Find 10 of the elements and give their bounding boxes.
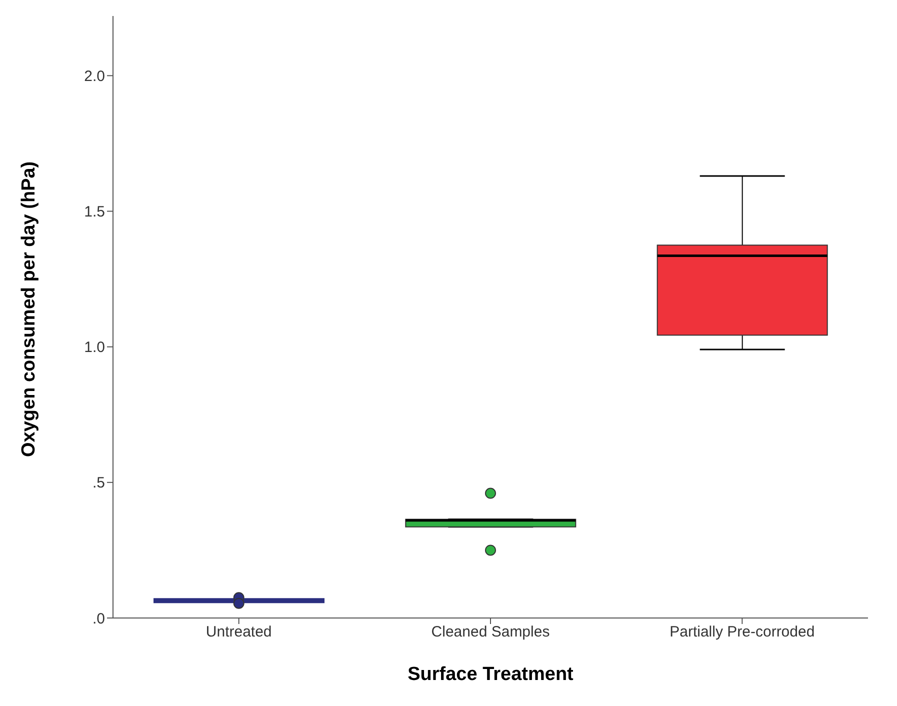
y-tick-label: .0 <box>92 610 105 628</box>
x-tick-label: Partially Pre-corroded <box>670 624 815 641</box>
y-tick-label: 2.0 <box>84 68 105 85</box>
x-tick-label: Cleaned Samples <box>431 624 550 641</box>
y-tick-label: 1.5 <box>84 204 105 221</box>
y-tick-label: .5 <box>92 474 105 492</box>
x-axis-title: Surface Treatment <box>408 664 574 685</box>
y-tick-label: 1.0 <box>84 339 105 356</box>
y-axis-title: Oxygen consumed per day (hPa) <box>18 161 40 457</box>
x-tick-label: Untreated <box>206 624 272 641</box>
